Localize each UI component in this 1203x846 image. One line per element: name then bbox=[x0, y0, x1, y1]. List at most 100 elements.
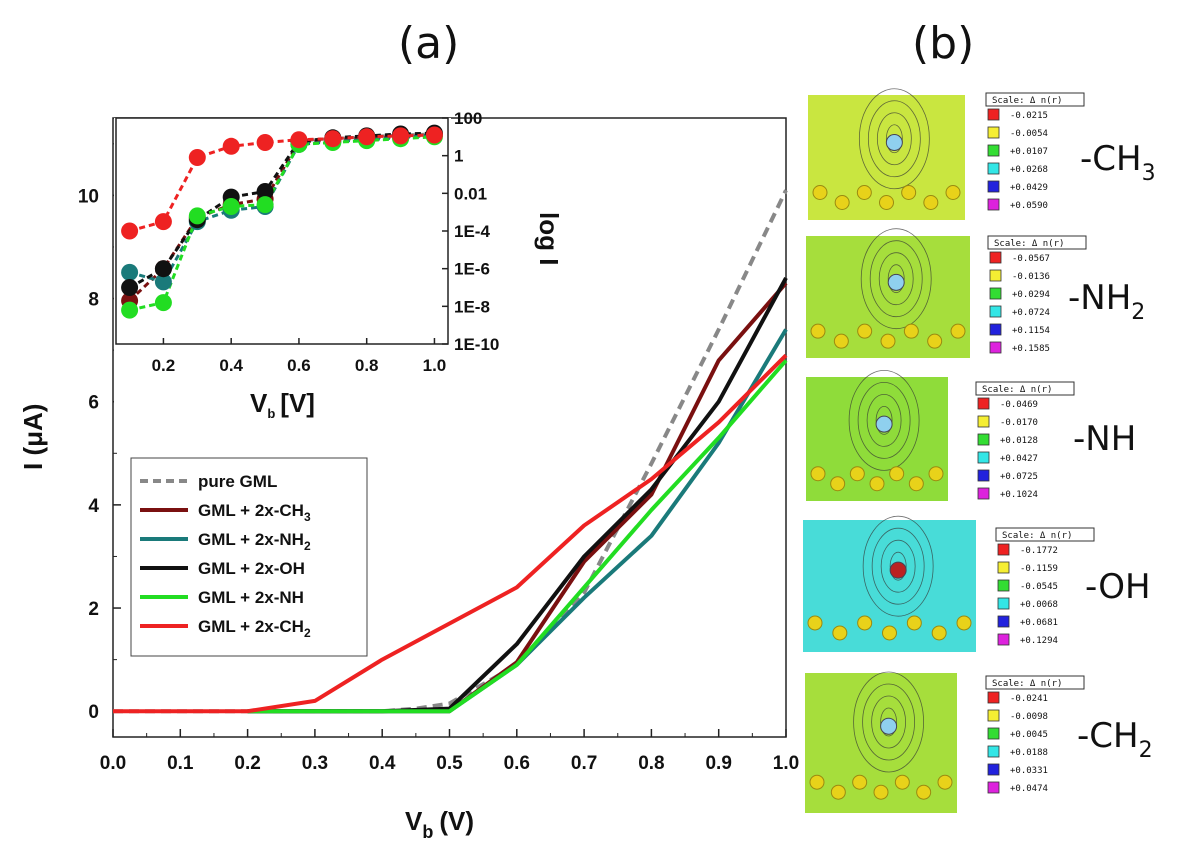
carbon-atom bbox=[906, 615, 922, 631]
scale-value: -0.0098 bbox=[1010, 712, 1048, 722]
main-series-line-4 bbox=[247, 359, 788, 714]
inset-point-5 bbox=[154, 213, 172, 231]
carbon-atom bbox=[880, 333, 896, 349]
scale-value: +0.0590 bbox=[1010, 201, 1048, 211]
contour-line bbox=[885, 124, 903, 154]
inset-xlabel-sub: b bbox=[267, 406, 275, 421]
scale-swatch bbox=[997, 543, 1010, 556]
main-x-tick-label: 0.4 bbox=[369, 753, 396, 774]
scale-title: Scale: Δ n(r) bbox=[992, 96, 1062, 106]
carbon-atom bbox=[931, 625, 947, 641]
scale-value: -0.0469 bbox=[1000, 400, 1038, 410]
inset-y-ticks: 100 1 0.01 1E-4 1E-6 1E-8 1E-10 bbox=[442, 109, 499, 354]
scale-value: -0.0136 bbox=[1012, 272, 1050, 282]
inset-point-5 bbox=[188, 149, 206, 166]
inset-point-5 bbox=[290, 131, 308, 149]
scale-swatch bbox=[987, 198, 1000, 211]
legend-box bbox=[130, 457, 368, 657]
scale-value: +0.0268 bbox=[1010, 165, 1048, 175]
legend-label-main: GML + 2x-CH bbox=[198, 501, 304, 520]
contour-line bbox=[866, 393, 902, 447]
legend-label-main: GML + 2x-NH bbox=[198, 588, 304, 607]
scale-swatch bbox=[987, 108, 1000, 121]
inset-y-tick-label: 1E-10 bbox=[454, 335, 499, 354]
inset-y-axis-title: log I bbox=[534, 212, 564, 265]
contour-line bbox=[876, 112, 912, 166]
main-x-axis-title: Vb (V) bbox=[405, 806, 474, 842]
scale-title: Scale: Δ n(r) bbox=[982, 385, 1052, 395]
scale-title-box bbox=[995, 527, 1095, 542]
legend-label-main: GML + 2x-NH bbox=[198, 530, 304, 549]
legend-label-2: GML + 2x-NH2 bbox=[198, 530, 311, 553]
inset-point-5 bbox=[358, 128, 376, 146]
legend-label-sub: 3 bbox=[304, 510, 311, 524]
carbon-atom bbox=[810, 323, 826, 339]
scale-value: +0.0294 bbox=[1012, 290, 1050, 300]
scale-title: Scale: Δ n(r) bbox=[994, 239, 1064, 249]
scale-value: +0.1585 bbox=[1012, 344, 1050, 354]
main-y-tick-label: 4 bbox=[88, 496, 99, 517]
inset-point-2 bbox=[121, 263, 139, 281]
inset-y-tick-label: 0.01 bbox=[454, 184, 487, 203]
scale-value: +0.1024 bbox=[1000, 490, 1038, 500]
legend-label-1: GML + 2x-CH3 bbox=[198, 501, 311, 524]
scale-value: +0.0188 bbox=[1010, 748, 1048, 758]
main-y-tick-label: 6 bbox=[88, 393, 99, 414]
inset-xlabel-main: V bbox=[250, 388, 268, 418]
legend-label-0: pure GML bbox=[198, 472, 277, 491]
main-x-tick-label: 0.2 bbox=[234, 753, 260, 774]
inset-point-4 bbox=[121, 301, 139, 319]
adsorbate-atom bbox=[887, 273, 905, 291]
carbon-atom bbox=[894, 774, 910, 790]
carbon-atom bbox=[833, 333, 849, 349]
inset-y-tick-label: 1E-4 bbox=[454, 222, 490, 241]
legend-label-sub: 2 bbox=[304, 539, 311, 553]
legend-label-3: GML + 2x-OH bbox=[198, 559, 305, 578]
scale-swatch bbox=[989, 251, 1002, 264]
scale-value: +0.0128 bbox=[1000, 436, 1038, 446]
scale-value: -0.0545 bbox=[1020, 582, 1058, 592]
scale-value: -0.0567 bbox=[1012, 254, 1050, 264]
scale-swatch bbox=[989, 287, 1002, 300]
contour-line bbox=[887, 264, 905, 294]
molecule-label-main: -CH bbox=[1080, 139, 1142, 179]
scale-title-box bbox=[987, 235, 1087, 250]
contour-line bbox=[860, 228, 932, 330]
inset-x-ticks: 0.2 0.4 0.6 0.8 1.0 bbox=[152, 338, 446, 375]
inset-x-axis-title: Vb [V] bbox=[250, 388, 315, 421]
inset-point-4 bbox=[154, 294, 172, 312]
main-x-tick-label: 0.5 bbox=[436, 753, 463, 774]
scale-swatch bbox=[989, 269, 1002, 282]
molecule-label-3: -OH bbox=[1085, 567, 1151, 607]
scale-swatch bbox=[989, 305, 1002, 318]
scale-swatch bbox=[997, 561, 1010, 574]
carbon-atom bbox=[830, 784, 846, 800]
inset-y-tick-label: 1 bbox=[454, 147, 463, 166]
contour-line bbox=[853, 671, 924, 773]
carbon-atom bbox=[869, 476, 885, 492]
inset-log-chart: 0.2 0.4 0.6 0.8 1.0 100 1 0.01 1E-4 1E-6 1E-8 1E-1… bbox=[114, 109, 564, 436]
legend-label-main: GML + 2x-OH bbox=[198, 559, 305, 578]
scale-swatch bbox=[997, 615, 1010, 628]
molecule-label-main: -OH bbox=[1085, 567, 1151, 607]
legend-label-5: GML + 2x-CH2 bbox=[198, 617, 311, 640]
main-xlabel-main: V bbox=[405, 806, 423, 836]
carbon-atom bbox=[956, 615, 972, 631]
scale-swatch bbox=[997, 597, 1010, 610]
scale-value: -0.0241 bbox=[1010, 694, 1048, 704]
inset-point-3 bbox=[154, 260, 172, 278]
inset-x-tick-label: 0.2 bbox=[152, 356, 176, 375]
adsorbate-atom bbox=[880, 717, 898, 735]
scale-value: +0.1294 bbox=[1020, 636, 1058, 646]
scale-swatch bbox=[989, 341, 1002, 354]
contour-line bbox=[857, 381, 911, 459]
scale-swatch bbox=[987, 745, 1000, 758]
inset-point-3 bbox=[256, 183, 274, 200]
scale-swatch bbox=[977, 415, 990, 428]
scale-value: +0.1154 bbox=[1012, 326, 1050, 336]
density-map-panel: Scale: Δ n(r) -0.0215 -0.0054 +0.0107 +0.026… bbox=[803, 88, 1156, 813]
scale-value: +0.0045 bbox=[1010, 730, 1048, 740]
scale-swatch bbox=[987, 691, 1000, 704]
contour-line bbox=[871, 695, 906, 749]
